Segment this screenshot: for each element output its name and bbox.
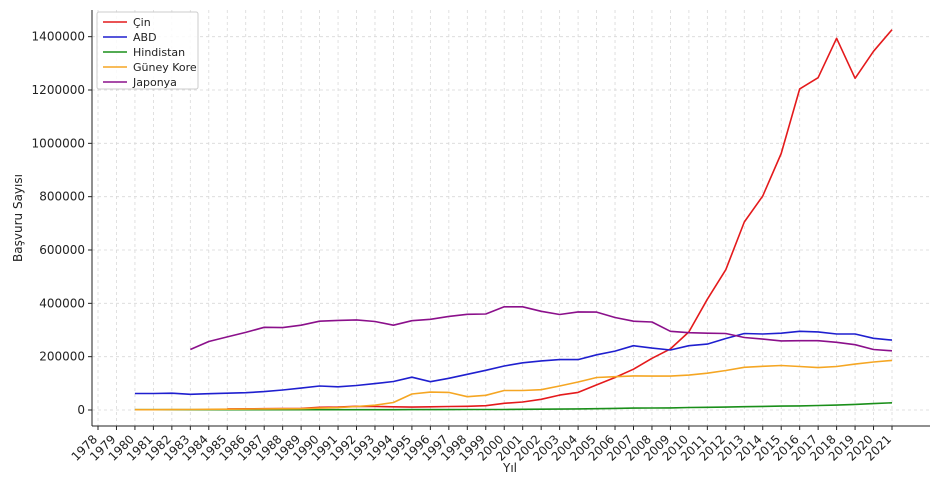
x-axis-title: Yıl (502, 461, 517, 475)
legend: Çin ABD Hindistan Güney Kore Japonya (96, 11, 199, 90)
legend-label: Hindistan (133, 46, 185, 59)
legend-label: ABD (133, 31, 157, 44)
y-tick-label: 1200000 (32, 83, 85, 97)
axes (88, 10, 930, 430)
y-tick-label: 1000000 (32, 136, 85, 150)
y-tick-label: 400000 (39, 296, 85, 310)
legend-label: Japonya (132, 76, 177, 89)
legend-label: Güney Kore (133, 61, 197, 74)
legend-label: Çin (133, 16, 151, 29)
series-line-4 (189, 306, 893, 352)
series-line-3 (134, 359, 893, 411)
y-tick-label: 0 (77, 403, 85, 417)
series-line-1 (134, 330, 893, 396)
y-tick-label: 200000 (39, 350, 85, 364)
legend-box (96, 11, 199, 90)
y-axis-title: Başvuru Sayısı (11, 174, 25, 262)
y-tick-label: 800000 (39, 190, 85, 204)
series-lines (134, 29, 893, 411)
tick-labels: 0 200000 400000 600000 800000 1000000 1200000 1… (32, 30, 895, 464)
gridlines (92, 10, 930, 426)
y-tick-label: 600000 (39, 243, 85, 257)
y-tick-label: 1400000 (32, 30, 85, 44)
